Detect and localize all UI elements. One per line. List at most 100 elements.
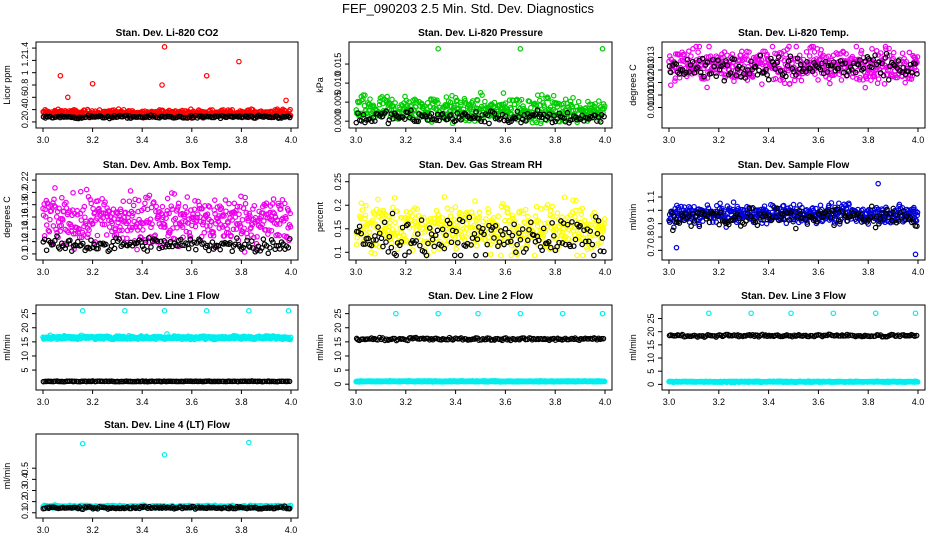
data-point [487,251,494,258]
x-tick-label: 3.0 [37,135,50,145]
x-tick-label: 4.0 [912,267,925,277]
y-tick-label: 25 [333,309,343,319]
data-point [127,188,134,194]
data-point [673,244,680,251]
data-point [806,53,813,59]
x-tick-label: 3.6 [499,397,512,407]
data-point [242,194,249,201]
y-tick-label: 0.6 [20,91,30,104]
data-point [601,216,608,222]
y-tick-label: 0.7 [646,244,656,257]
data-point [790,201,797,208]
data-point [537,205,544,212]
data-point [246,308,252,314]
x-tick-label: 3.8 [549,135,562,145]
data-point [206,204,213,210]
x-tick-label: 3.2 [713,267,726,277]
data-point [765,76,772,83]
data-point [754,72,761,78]
data-point [441,194,448,200]
data-point [80,114,86,121]
data-point [899,50,906,57]
data-point [447,213,454,219]
panel-title: Stan. Dev. Li-820 Temp. [738,28,849,39]
data-point [363,202,369,209]
y-tick-label: 0.010 [333,72,343,95]
y-tick-label: 0.1 [333,246,343,259]
panel-title: Stan. Dev. Sample Flow [738,160,850,171]
data-point [52,185,58,191]
data-point [706,43,712,50]
data-point [695,49,701,55]
data-point [838,77,845,83]
data-point [572,214,578,220]
x-tick-label: 3.8 [549,267,562,277]
y-axis-label: percent [315,201,325,232]
x-tick-label: 3.2 [400,135,413,145]
data-point [362,92,368,98]
data-point [482,251,489,258]
y-axis-label: kPa [315,77,325,93]
page-title: FEF_090203 2.5 Min. Std. Dev. Diagnostic… [342,1,594,16]
data-point [86,114,93,121]
data-point [869,46,875,52]
y-axis-label: degrees C [628,64,638,106]
x-tick-label: 3.6 [812,267,825,277]
data-point [159,82,165,88]
data-point [358,200,365,206]
y-axis-label: ml/min [315,334,325,361]
data-point [375,196,381,203]
data-point [142,200,148,207]
data-point [83,186,90,193]
data-point [402,252,408,259]
y-tick-label: 1.2 [20,54,30,67]
data-point [525,213,531,220]
data-point [203,72,210,79]
data-point [211,197,218,203]
data-point [517,46,524,52]
data-point [193,246,199,253]
y-axis-label: Licor ppm [2,65,12,105]
data-point [716,221,722,228]
data-point [65,94,71,101]
data-point [392,219,398,226]
data-point [236,58,242,65]
panel-title: Stan. Dev. Amb. Box Temp. [103,160,231,171]
data-point [717,200,723,207]
data-point [473,252,479,259]
data-point [260,236,267,242]
x-tick-label: 3.4 [136,267,149,277]
data-point [276,221,283,227]
data-point [875,180,881,187]
y-tick-label: 10 [333,351,343,361]
y-tick-label: 5 [333,368,343,373]
y-tick-label: 0.2 [333,199,343,212]
x-tick-label: 3.0 [350,397,363,407]
data-point [798,77,805,84]
data-point [495,213,501,219]
data-point [500,90,507,96]
y-tick-label: 0.2 [20,116,30,129]
data-point [452,204,459,210]
data-point [94,232,101,239]
panel-title: Stan. Dev. Li-820 Pressure [418,28,543,39]
data-point [465,231,471,237]
x-tick-label: 3.2 [713,135,726,145]
x-tick-label: 3.4 [449,397,462,407]
data-point [248,238,255,244]
data-point [260,114,267,120]
y-axis-label: ml/min [628,204,638,231]
data-point [793,225,799,232]
data-point [554,210,561,216]
x-tick-label: 4.0 [599,135,612,145]
data-point [184,194,191,200]
data-point [353,241,360,248]
data-point [667,82,674,88]
y-tick-label: 20 [20,323,30,333]
x-tick-label: 3.4 [762,135,775,145]
data-point [730,199,737,206]
data-point [580,252,586,259]
y-tick-label: 0.013 [646,46,656,69]
data-point [599,46,606,52]
